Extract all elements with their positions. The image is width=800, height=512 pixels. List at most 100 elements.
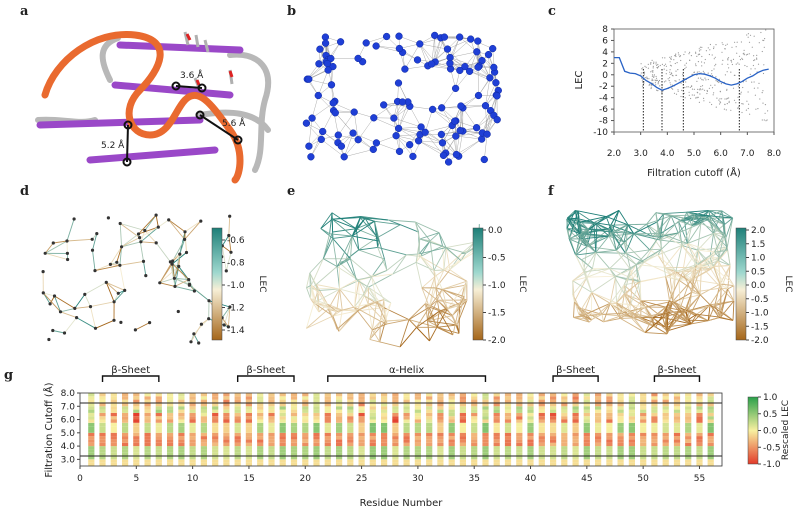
heatmap-cell: [493, 459, 500, 463]
network-edge: [586, 268, 593, 278]
heatmap-cell: [144, 416, 151, 420]
heatmap-cell: [640, 393, 647, 397]
heatmap-cell: [313, 409, 320, 413]
lec-sample-dot: [674, 80, 676, 82]
network-edge: [615, 249, 637, 265]
network-edge: [695, 250, 699, 265]
heatmap-cell: [122, 399, 129, 403]
network-node: [227, 233, 231, 238]
heatmap-cell: [245, 452, 252, 456]
heatmap-cell: [302, 459, 309, 463]
heatmap-cell: [178, 462, 185, 466]
network-node: [43, 251, 47, 255]
lec-sample-dot: [758, 42, 760, 44]
heatmap-cell: [302, 409, 309, 413]
heatmap-cell: [200, 399, 207, 403]
heatmap-cell: [583, 462, 590, 466]
network-edge: [368, 273, 394, 288]
heatmap-cell: [381, 393, 388, 397]
heatmap-cell: [561, 452, 568, 456]
heatmap-cell: [707, 436, 714, 440]
network-node: [106, 216, 110, 220]
lec-sample-dot: [707, 72, 709, 74]
heatmap-cell: [234, 406, 241, 410]
heatmap-cell: [595, 456, 602, 460]
heatmap-cell: [279, 442, 286, 447]
heatmap-cell: [302, 446, 309, 450]
heatmap-cell: [538, 436, 545, 440]
network-edge: [305, 302, 315, 329]
heatmap-cell: [662, 439, 669, 443]
lec-sample-dot: [747, 36, 749, 38]
heatmap-cell: [212, 442, 219, 447]
heatmap-cell: [516, 429, 523, 433]
heatmap-cell: [324, 399, 331, 403]
heatmap-cell: [144, 439, 151, 443]
heatmap-cell: [426, 422, 433, 427]
residue-node: [489, 44, 497, 53]
residue-node: [321, 33, 330, 41]
distance-markers: [122, 81, 243, 167]
lec-sample-dot: [746, 65, 748, 68]
heatmap-cell: [516, 426, 523, 430]
heatmap-cell: [178, 432, 185, 437]
heatmap-cell: [122, 412, 129, 417]
heatmap-cell: [88, 393, 95, 397]
heatmap-cell: [144, 409, 151, 413]
network-edge: [358, 249, 385, 260]
network-edge: [435, 287, 448, 310]
lec-sample-dot: [687, 86, 689, 88]
lec-sample-dot: [711, 73, 713, 75]
network-edge: [591, 252, 597, 269]
residue-node: [319, 127, 327, 136]
network-edge: [682, 266, 702, 273]
network-edge: [221, 245, 227, 271]
network-edge: [415, 262, 423, 288]
heatmap-cell: [144, 452, 151, 456]
lec-sample-dot: [743, 49, 745, 52]
heatmap-cell: [189, 459, 196, 463]
heatmap-cell: [572, 406, 579, 410]
network-edge: [678, 217, 685, 222]
heatmap-cell: [482, 449, 489, 453]
lec-sample-dot: [643, 82, 645, 84]
contact-edge: [432, 109, 453, 126]
heatmap-cell: [290, 449, 298, 453]
heatmap-cell: [234, 432, 241, 437]
heatmap-cell: [290, 422, 298, 427]
network-edge: [573, 316, 592, 321]
heatmap-cell: [358, 422, 365, 427]
network-edge: [460, 252, 467, 261]
heatmap-cell: [122, 416, 129, 420]
y-tick-label: 4: [602, 48, 608, 58]
network-edge: [690, 314, 697, 325]
heatmap-cell: [685, 436, 692, 440]
heatmap-cell: [493, 446, 500, 450]
network-edge: [629, 312, 646, 333]
contact-edge: [435, 61, 460, 71]
network-edge: [388, 219, 416, 223]
network-edge: [436, 308, 448, 328]
heatmap-cell: [358, 446, 365, 450]
network-edge: [369, 339, 380, 343]
lec-sample-dot: [753, 87, 756, 89]
network-edge: [659, 232, 679, 241]
heatmap-cell: [155, 462, 162, 466]
network-edge: [635, 249, 651, 265]
contact-edge: [352, 132, 374, 150]
network-edge: [306, 272, 311, 288]
heatmap-cell: [651, 429, 658, 433]
residue-node: [472, 124, 481, 132]
network-node: [83, 292, 87, 296]
heatmap-cell: [313, 432, 320, 437]
network-edge: [356, 220, 375, 230]
heatmap-cell: [685, 403, 692, 407]
heatmap-cell: [527, 452, 534, 456]
heatmap-cell: [381, 432, 388, 437]
network-edge: [434, 269, 445, 277]
heatmap-cell: [279, 452, 286, 456]
network-edge: [718, 288, 722, 318]
heatmap-cell: [640, 399, 647, 403]
lec-sample-dot: [678, 79, 680, 81]
network-edge: [567, 217, 581, 235]
